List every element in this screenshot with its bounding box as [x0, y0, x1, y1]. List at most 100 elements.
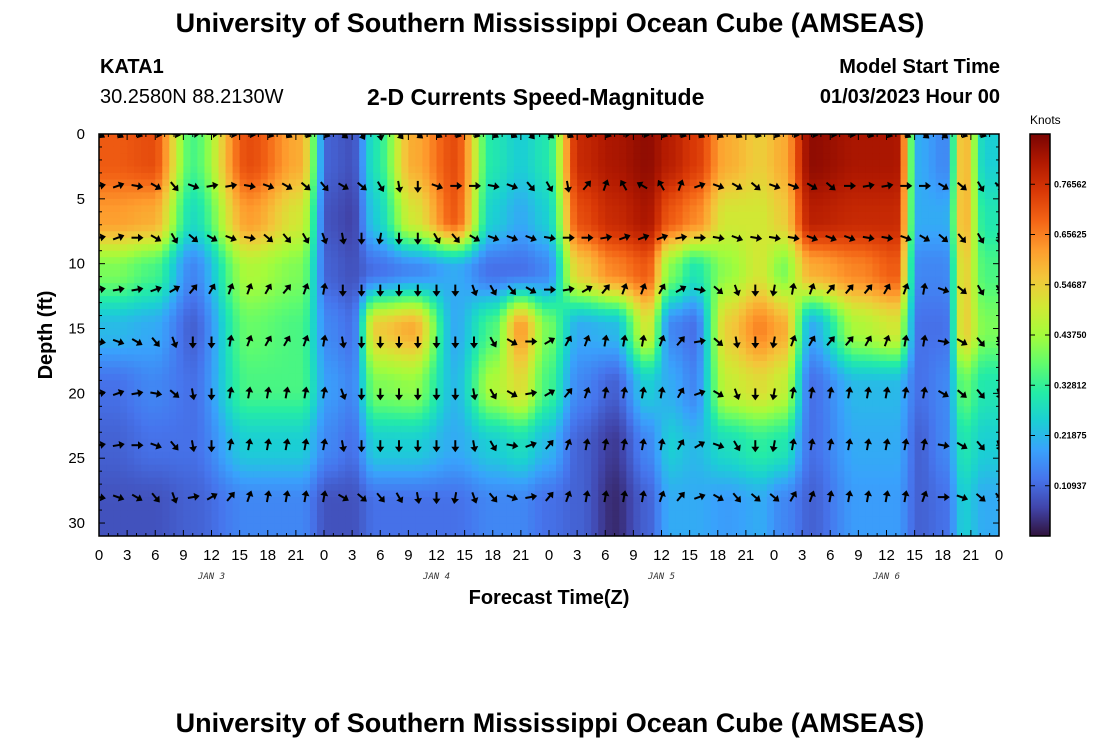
heatmap-cell: [106, 302, 114, 310]
heatmap-cell: [633, 231, 642, 239]
heatmap-cell: [654, 302, 663, 310]
heatmap-cell: [612, 153, 620, 161]
heatmap-cell: [654, 477, 663, 485]
heatmap-cell: [577, 393, 585, 401]
heatmap-cell: [373, 276, 381, 284]
heatmap-cell: [556, 192, 564, 200]
heatmap-cell: [527, 296, 536, 304]
heatmap-cell: [556, 380, 564, 388]
heatmap-cell: [253, 335, 262, 343]
heatmap-cell: [457, 224, 466, 232]
heatmap-cell: [492, 386, 501, 394]
heatmap-cell: [394, 198, 402, 206]
heatmap-cell: [464, 205, 473, 213]
heatmap-cell: [513, 360, 522, 369]
heatmap-cell: [478, 257, 487, 265]
heatmap-cell: [612, 445, 620, 453]
heatmap-cell: [478, 237, 487, 245]
heatmap-cell: [127, 211, 135, 219]
heatmap-cell: [169, 309, 177, 317]
heatmap-cell: [415, 354, 424, 362]
heatmap-cell: [267, 309, 276, 317]
heatmap-cell: [120, 263, 128, 271]
heatmap-cell: [190, 406, 199, 414]
heatmap-cell: [197, 490, 206, 498]
heatmap-cell: [415, 205, 424, 213]
heatmap-cell: [640, 205, 649, 213]
heatmap-cell: [183, 263, 192, 271]
heatmap-cell: [162, 159, 170, 168]
heatmap-cell: [478, 231, 487, 239]
heatmap-cell: [605, 464, 613, 472]
heatmap-cell: [443, 296, 452, 304]
heatmap-cell: [654, 354, 663, 362]
heatmap-cell: [626, 380, 634, 388]
heatmap-cell: [99, 205, 107, 213]
heatmap-cell: [527, 166, 536, 174]
heatmap-cell: [288, 490, 297, 498]
heatmap-cell: [338, 347, 346, 356]
heatmap-cell: [366, 412, 374, 420]
heatmap-cell: [422, 380, 431, 388]
heatmap-cell: [612, 328, 620, 336]
heatmap-cell: [626, 257, 634, 265]
heatmap-cell: [267, 419, 276, 427]
heatmap-cell: [281, 529, 290, 536]
heatmap-cell: [225, 529, 234, 536]
heatmap-cell: [450, 153, 459, 161]
heatmap-cell: [457, 263, 466, 271]
heatmap-cell: [338, 159, 346, 168]
heatmap-cell: [598, 172, 606, 180]
heatmap-cell: [633, 302, 642, 310]
heatmap-cell: [408, 412, 417, 420]
heatmap-cell: [506, 224, 515, 232]
heatmap-cell: [288, 523, 297, 531]
heatmap-cell: [654, 289, 663, 297]
heatmap-cell: [331, 283, 339, 291]
heatmap-cell: [408, 399, 417, 407]
heatmap-cell: [148, 503, 156, 511]
heatmap-cell: [141, 412, 149, 420]
heatmap-cell: [127, 399, 135, 407]
heatmap-cell: [120, 419, 128, 427]
heatmap-cell: [584, 419, 592, 427]
heatmap-cell: [549, 516, 557, 524]
heatmap-cell: [520, 231, 529, 239]
heatmap-cell: [626, 432, 634, 440]
heatmap-cell: [506, 211, 515, 219]
heatmap-cell: [352, 412, 360, 420]
heatmap-cell: [605, 237, 613, 245]
heatmap-cell: [155, 289, 163, 297]
heatmap-cell: [640, 464, 649, 472]
heatmap-cell: [246, 250, 255, 258]
heatmap-cell: [331, 263, 339, 271]
heatmap-cell: [612, 360, 620, 369]
heatmap-cell: [429, 471, 438, 479]
heatmap-cell: [401, 393, 409, 401]
heatmap-cell: [274, 471, 283, 479]
heatmap-cell: [394, 211, 402, 219]
heatmap-cell: [162, 367, 170, 375]
heatmap-cell: [499, 529, 508, 536]
heatmap-cell: [324, 471, 332, 479]
heatmap-cell: [211, 477, 220, 485]
heatmap-cell: [534, 328, 543, 336]
heatmap-cell: [415, 503, 424, 511]
heatmap-cell: [148, 464, 156, 472]
heatmap-cell: [197, 166, 206, 174]
heatmap-cell: [99, 322, 107, 330]
heatmap-cell: [422, 445, 431, 453]
heatmap-cell: [113, 490, 121, 498]
heatmap-cell: [352, 393, 360, 401]
heatmap-cell: [211, 244, 220, 252]
heatmap-cell: [141, 198, 149, 206]
heatmap-cell: [633, 146, 642, 155]
heatmap-cell: [345, 393, 353, 401]
heatmap-cell: [331, 289, 339, 297]
heatmap-cell: [464, 432, 473, 440]
heatmap-cell: [570, 510, 578, 518]
heatmap-cell: [232, 140, 241, 148]
heatmap-cell: [394, 432, 402, 440]
heatmap-cell: [647, 360, 656, 369]
heatmap-cell: [570, 153, 578, 161]
